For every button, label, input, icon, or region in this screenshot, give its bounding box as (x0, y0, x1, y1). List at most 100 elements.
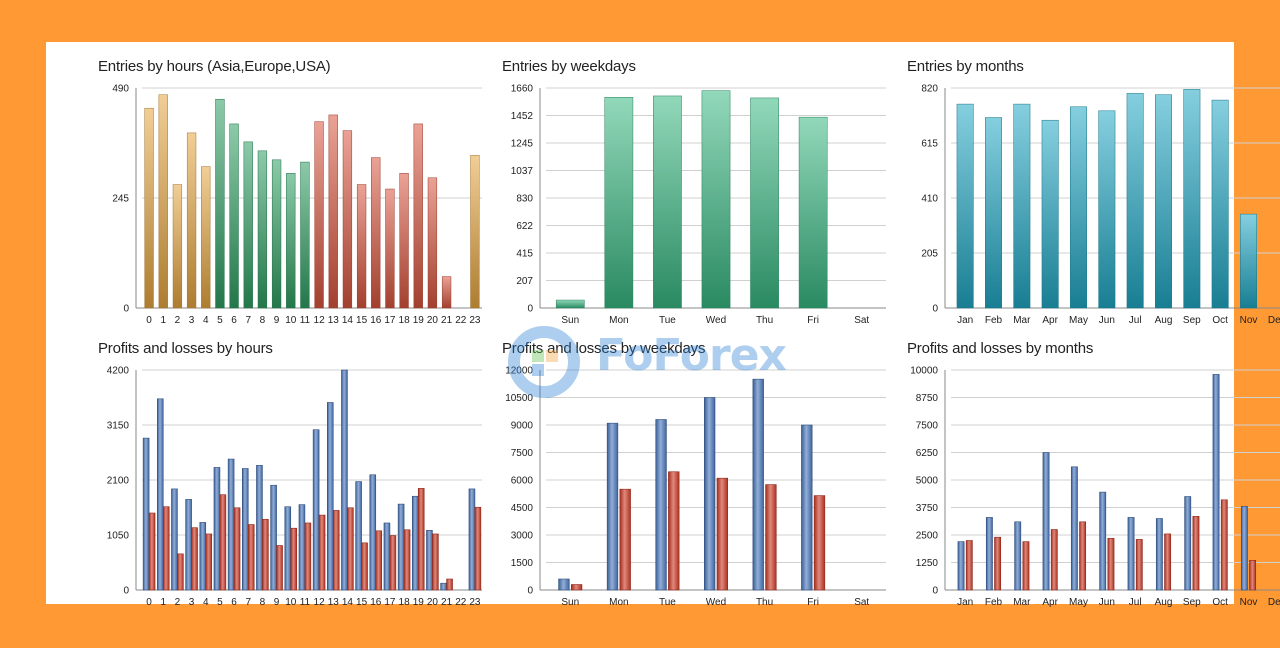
y-tick-label: 1660 (511, 84, 534, 95)
y-tick-label: 0 (123, 304, 129, 315)
y-tick-label: 0 (123, 586, 129, 597)
loss-bar (1164, 533, 1172, 591)
loss-bar (446, 578, 453, 591)
x-tick-label: Mar (1013, 315, 1031, 326)
loss-bar (290, 527, 297, 591)
profit-bar (156, 398, 164, 591)
x-tick-label: 8 (260, 315, 266, 326)
entry-bar (1041, 119, 1059, 309)
loss-bar (247, 524, 255, 591)
y-tick-label: 1452 (511, 111, 534, 122)
y-tick-label: 0 (932, 586, 938, 597)
x-tick-label: Sep (1183, 597, 1201, 608)
x-tick-label: 0 (146, 315, 152, 326)
entry-bar (300, 161, 310, 309)
profit-bar (383, 522, 391, 591)
y-tick-label: 207 (516, 276, 533, 287)
x-tick-label: 19 (413, 315, 425, 326)
x-tick-label: 18 (399, 597, 411, 608)
x-tick-label: Aug (1155, 597, 1173, 608)
loss-bar (148, 512, 156, 591)
x-tick-label: Jan (957, 597, 973, 608)
entry-bar (371, 157, 381, 309)
x-tick-label: 11 (300, 315, 311, 326)
chart-entries-by-weekdays: Entries by weekdays 0 207 415 622 830 1037 124… (498, 50, 888, 326)
profit-bar (1155, 518, 1163, 591)
x-tick-label: 1 (160, 315, 166, 326)
y-tick-label: 0 (527, 586, 533, 597)
entry-bar (1183, 89, 1201, 309)
y-tick-label: 1050 (107, 531, 130, 542)
loss-bar (389, 535, 397, 591)
y-tick-label: 205 (921, 249, 938, 260)
profit-bar (426, 529, 433, 591)
y-tick-label: 7500 (916, 421, 939, 432)
profit-bar (985, 517, 993, 591)
entry-bar (201, 166, 211, 309)
watermark: FoForex (504, 322, 884, 402)
profit-bar (957, 541, 965, 591)
loss-bar (1079, 521, 1087, 591)
y-tick-label: 8750 (916, 393, 939, 404)
x-tick-label: Jul (1129, 315, 1142, 326)
loss-bar (375, 530, 382, 591)
entry-bar (956, 103, 974, 309)
y-tick-label: 0 (527, 304, 533, 315)
x-tick-label: 9 (274, 597, 280, 608)
y-tick-label: 3150 (107, 421, 130, 432)
x-tick-label: Oct (1212, 597, 1228, 608)
x-tick-label: Tue (659, 597, 676, 608)
watermark-text: FoForex (596, 330, 787, 381)
entry-bar (314, 121, 324, 309)
y-tick-label: 6000 (511, 476, 534, 487)
x-tick-label: 15 (356, 597, 368, 608)
loss-bar (716, 477, 728, 591)
entry-bar (985, 117, 1002, 309)
profit-bar (397, 503, 405, 591)
x-tick-label: 3 (189, 597, 195, 608)
entry-bar (356, 184, 367, 309)
chart-profits-losses-by-weekdays: Profits and losses by weekdays 0 1500 3000… (498, 332, 888, 608)
profit-bar (312, 429, 320, 591)
y-tick-label: 4200 (107, 366, 130, 377)
x-tick-label: 20 (427, 597, 439, 608)
x-tick-label: 11 (300, 597, 311, 608)
y-tick-label: 820 (921, 84, 938, 95)
x-tick-label: Sun (561, 315, 579, 326)
y-tick-label: 615 (921, 139, 938, 150)
entry-bar (186, 132, 197, 309)
x-tick-label: 10 (285, 315, 297, 326)
x-tick-label: Tue (659, 315, 676, 326)
x-tick-label: Wed (706, 597, 726, 608)
y-tick-label: 1250 (916, 558, 939, 569)
y-tick-label: 4500 (511, 503, 534, 514)
profit-bar (213, 467, 221, 591)
entry-bar (470, 155, 480, 309)
x-tick-label: 12 (314, 315, 326, 326)
profit-bar (142, 437, 150, 591)
profit-bar (327, 402, 334, 591)
chart-profits-losses-by-hours: Profits and losses by hours 0 1050 2100 315… (94, 332, 484, 608)
x-tick-label: 4 (203, 315, 209, 326)
profit-bar (468, 488, 476, 591)
entry-bar (342, 130, 353, 309)
chart-title: Entries by hours (Asia,Europe,USA) (98, 58, 331, 75)
x-tick-label: Mar (1013, 597, 1031, 608)
x-tick-label: Oct (1212, 315, 1228, 326)
y-tick-label: 5000 (916, 476, 939, 487)
loss-bar (432, 533, 439, 591)
x-tick-label: 18 (399, 315, 411, 326)
x-tick-label: 9 (274, 315, 280, 326)
entry-bar (172, 184, 183, 309)
entry-bar (653, 95, 682, 309)
y-tick-label: 1037 (511, 166, 534, 177)
y-tick-label: 622 (516, 221, 533, 232)
profit-bar (369, 474, 377, 591)
entry-bar (701, 90, 731, 309)
x-tick-label: 19 (413, 597, 425, 608)
entry-bar (215, 98, 225, 309)
loss-bar (813, 495, 826, 591)
x-tick-label: 16 (370, 597, 382, 608)
entry-bar (1155, 94, 1172, 309)
chart-entries-by-months: Entries by months 0 205 410 615 820 Jan Feb Mar… (903, 50, 1280, 326)
